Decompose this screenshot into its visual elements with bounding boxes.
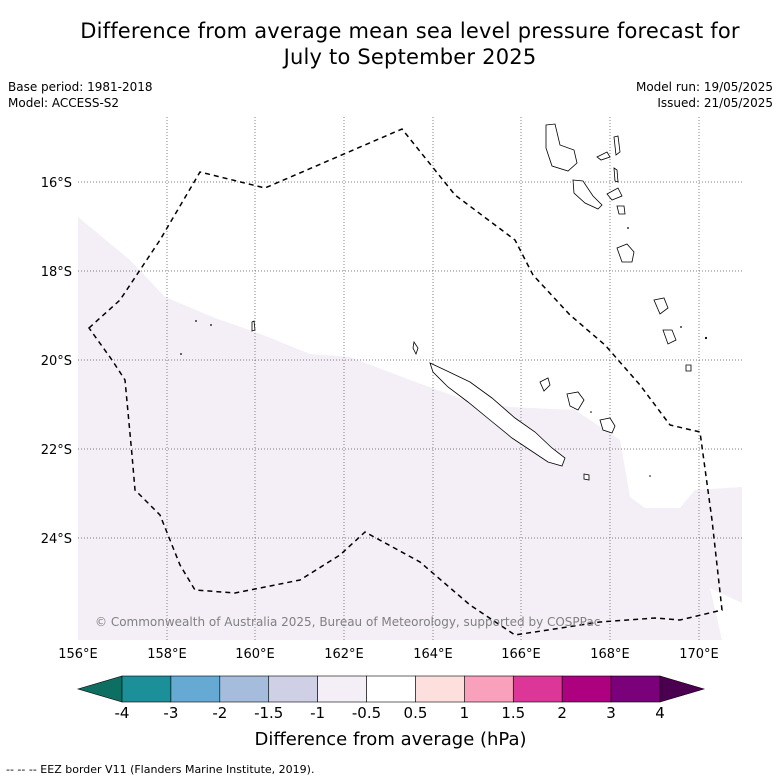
colorbar-tick-label: 0.5	[403, 704, 428, 722]
colorbar-tick-label: 1.5	[501, 704, 526, 722]
lat-label-24s: 24°S	[41, 532, 72, 547]
vanuatu-epi	[616, 205, 626, 215]
copyright-text: © Commonwealth of Australia 2025, Bureau…	[95, 615, 600, 629]
isle-of-pines	[583, 473, 590, 481]
meta-left: Base period: 1981-2018 Model: ACCESS-S2	[8, 79, 153, 111]
colorbar-segment	[561, 675, 612, 703]
base-period: Base period: 1981-2018	[8, 80, 153, 94]
colorbar-extend-high	[659, 675, 706, 703]
issued-date: Issued: 21/05/2025	[657, 96, 773, 110]
eez-border	[87, 128, 723, 636]
colorbar-tick-label: 1	[459, 704, 470, 722]
lat-labels: 16°S 18°S 20°S 22°S 24°S	[41, 176, 72, 547]
lat-label-22s: 22°S	[41, 443, 72, 458]
colorbar-extend-low	[76, 675, 123, 703]
colorbar-segment	[170, 675, 221, 703]
vanuatu-tanna	[662, 329, 677, 345]
small-islets	[180, 227, 708, 477]
vanuatu-maewo	[613, 135, 621, 156]
gridlines	[78, 117, 742, 640]
vanuatu-efate	[616, 243, 635, 263]
eez-footnote: -- -- -- EEZ border V11 (Flanders Marine…	[6, 763, 315, 776]
vanuatu-erromango	[653, 297, 669, 315]
lon-label-166e: 166°E	[501, 647, 541, 662]
colorbar-segment	[366, 675, 416, 703]
lon-label-164e: 164°E	[413, 647, 453, 662]
colorbar-segment	[268, 675, 318, 703]
lat-label-18s: 18°S	[41, 265, 72, 280]
colorbar-tick-label: -1	[310, 704, 326, 722]
anomaly-shading	[78, 217, 742, 640]
title-line-2: July to September 2025	[283, 45, 537, 69]
chart-title: Difference from average mean sea level p…	[40, 18, 780, 70]
lat-label-20s: 20°S	[41, 354, 72, 369]
loyalty-lifou	[566, 391, 585, 411]
colorbar-segment	[512, 675, 563, 703]
model-name: Model: ACCESS-S2	[8, 96, 120, 110]
vanuatu-aneityum	[685, 364, 692, 372]
vanuatu-malakula	[572, 179, 603, 210]
vanuatu-espiritu-santo	[545, 123, 578, 172]
colorbar-tick-label: 4	[655, 704, 665, 722]
colorbar-tick-label: 2	[557, 704, 567, 722]
lon-label-162e: 162°E	[324, 647, 364, 662]
loyalty-ouvea	[539, 377, 551, 392]
colorbar-label: Difference from average (hPa)	[254, 729, 527, 750]
new-caledonia	[429, 362, 566, 467]
model-run: Model run: 19/05/2025	[635, 80, 773, 94]
colorbar-segment	[219, 675, 270, 703]
colorbar-tick-labels: -4 -3 -2 -1.5 -1 -0.5 0.5 1 1.5 2 3 4	[0, 704, 781, 726]
coastlines	[251, 123, 692, 481]
title-line-1: Difference from average mean sea level p…	[80, 19, 740, 43]
lon-label-168e: 168°E	[590, 647, 630, 662]
colorbar	[76, 675, 706, 703]
colorbar-tick-label: 3	[606, 704, 616, 722]
belep-islands	[412, 340, 419, 356]
chesterfield-islet	[251, 320, 256, 332]
colorbar-tick-label: -0.5	[351, 704, 382, 722]
loyalty-mare	[599, 417, 616, 434]
colorbar-segment	[464, 675, 514, 703]
lat-label-16s: 16°S	[41, 176, 72, 191]
colorbar-tick-label: -1.5	[254, 704, 284, 722]
vanuatu-ambrym	[606, 187, 623, 201]
colorbar-segment	[121, 675, 172, 703]
colorbar-segment	[610, 675, 661, 703]
vanuatu-pentecost	[613, 167, 619, 183]
colorbar-tick-label: -2	[212, 704, 228, 722]
colorbar-tick-label: -3	[163, 704, 179, 722]
lon-label-158e: 158°E	[147, 647, 187, 662]
colorbar-segment	[317, 675, 367, 703]
lon-label-170e: 170°E	[679, 647, 719, 662]
colorbar-tick-label: -4	[114, 704, 130, 722]
lon-label-156e: 156°E	[58, 647, 98, 662]
meta-right: Model run: 19/05/2025 Issued: 21/05/2025	[636, 79, 773, 111]
lon-label-160e: 160°E	[235, 647, 275, 662]
vanuatu-ambae	[596, 151, 611, 161]
colorbar-segment	[415, 675, 465, 703]
lon-labels: 156°E 158°E 160°E 162°E 164°E 166°E 168°…	[58, 647, 719, 662]
